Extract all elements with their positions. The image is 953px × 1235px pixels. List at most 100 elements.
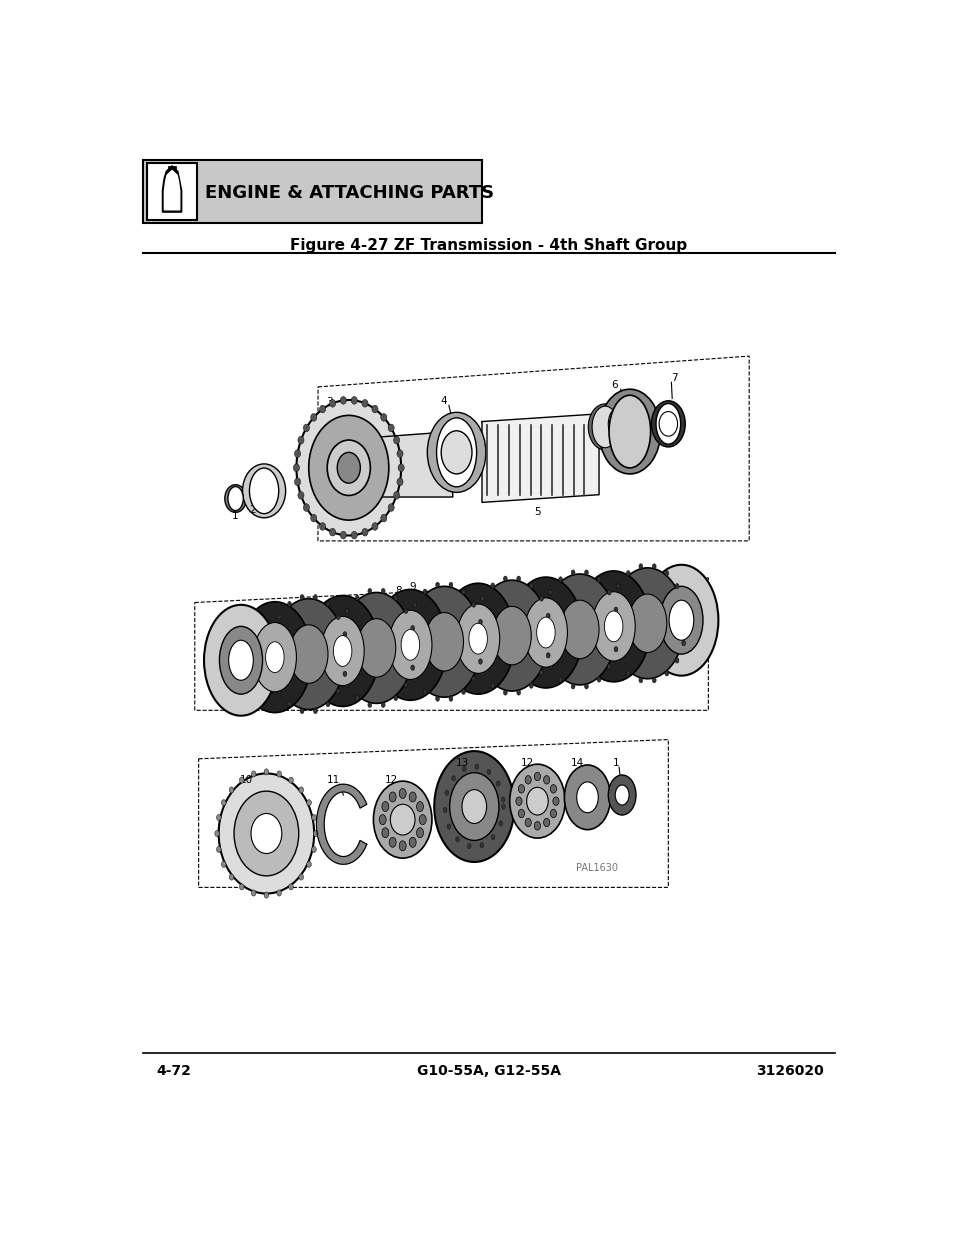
Ellipse shape [614,646,618,652]
Ellipse shape [396,450,403,457]
Text: 4: 4 [439,395,446,406]
Ellipse shape [541,646,545,652]
Ellipse shape [524,598,567,667]
Ellipse shape [355,695,358,700]
Ellipse shape [558,577,562,582]
Polygon shape [481,414,598,503]
Ellipse shape [329,529,335,536]
Ellipse shape [400,630,419,661]
Ellipse shape [271,671,274,677]
Ellipse shape [656,404,679,445]
Ellipse shape [664,671,668,676]
Text: 7: 7 [671,373,677,383]
Ellipse shape [404,683,408,688]
Ellipse shape [294,450,300,457]
Ellipse shape [418,815,426,825]
Text: 11: 11 [327,774,339,784]
Ellipse shape [326,701,330,706]
Ellipse shape [500,797,504,803]
Ellipse shape [416,802,423,811]
Ellipse shape [311,414,316,421]
Ellipse shape [219,626,262,694]
Ellipse shape [616,626,619,632]
Ellipse shape [652,563,656,569]
Ellipse shape [608,776,636,815]
Ellipse shape [345,608,349,614]
Ellipse shape [265,642,284,673]
Ellipse shape [264,769,269,776]
Ellipse shape [443,808,447,813]
Ellipse shape [277,689,281,694]
Ellipse shape [538,626,542,632]
Ellipse shape [409,837,416,847]
Ellipse shape [277,614,281,620]
Ellipse shape [372,405,377,412]
Ellipse shape [396,478,403,485]
Ellipse shape [456,604,499,673]
Ellipse shape [471,632,475,638]
Ellipse shape [307,861,311,867]
Ellipse shape [449,582,453,588]
Ellipse shape [618,406,640,437]
Ellipse shape [406,619,410,625]
Ellipse shape [517,576,520,582]
Ellipse shape [664,571,668,576]
Ellipse shape [639,563,642,569]
Ellipse shape [626,671,630,676]
Text: 4-72: 4-72 [156,1063,191,1078]
Ellipse shape [221,861,226,867]
Ellipse shape [372,522,377,530]
Ellipse shape [343,631,347,637]
Ellipse shape [517,784,524,793]
Ellipse shape [571,569,575,576]
Ellipse shape [422,689,427,694]
Ellipse shape [312,814,316,820]
Ellipse shape [592,406,618,448]
Ellipse shape [621,409,637,435]
Text: 12: 12 [520,757,534,768]
Polygon shape [349,431,453,496]
Ellipse shape [233,792,298,876]
Ellipse shape [577,571,650,682]
Ellipse shape [681,601,685,606]
Ellipse shape [276,890,281,897]
Ellipse shape [534,772,540,781]
Ellipse shape [491,835,495,840]
Ellipse shape [675,583,679,589]
Ellipse shape [335,645,339,651]
Ellipse shape [509,764,564,839]
Ellipse shape [626,571,630,576]
Ellipse shape [548,664,552,669]
Ellipse shape [498,821,502,826]
Ellipse shape [296,400,400,536]
Ellipse shape [313,830,317,836]
Ellipse shape [338,664,342,671]
Ellipse shape [229,640,253,680]
Ellipse shape [413,645,416,651]
Ellipse shape [546,652,550,658]
Ellipse shape [311,514,316,522]
Text: 1: 1 [232,511,238,521]
Ellipse shape [480,671,484,676]
Ellipse shape [239,884,244,890]
Ellipse shape [411,625,415,631]
Ellipse shape [543,776,549,784]
Ellipse shape [321,616,364,685]
Ellipse shape [517,690,520,695]
Ellipse shape [659,587,702,655]
Ellipse shape [480,638,484,645]
Ellipse shape [309,415,389,520]
Ellipse shape [268,651,272,657]
Ellipse shape [336,614,340,620]
Ellipse shape [394,436,399,445]
Ellipse shape [577,782,598,813]
Ellipse shape [436,582,439,588]
Text: 3: 3 [326,398,333,408]
Ellipse shape [368,588,372,594]
Ellipse shape [606,621,610,626]
Ellipse shape [447,824,451,829]
Ellipse shape [373,589,447,700]
Ellipse shape [548,632,552,638]
Ellipse shape [404,608,408,614]
Ellipse shape [461,789,486,824]
